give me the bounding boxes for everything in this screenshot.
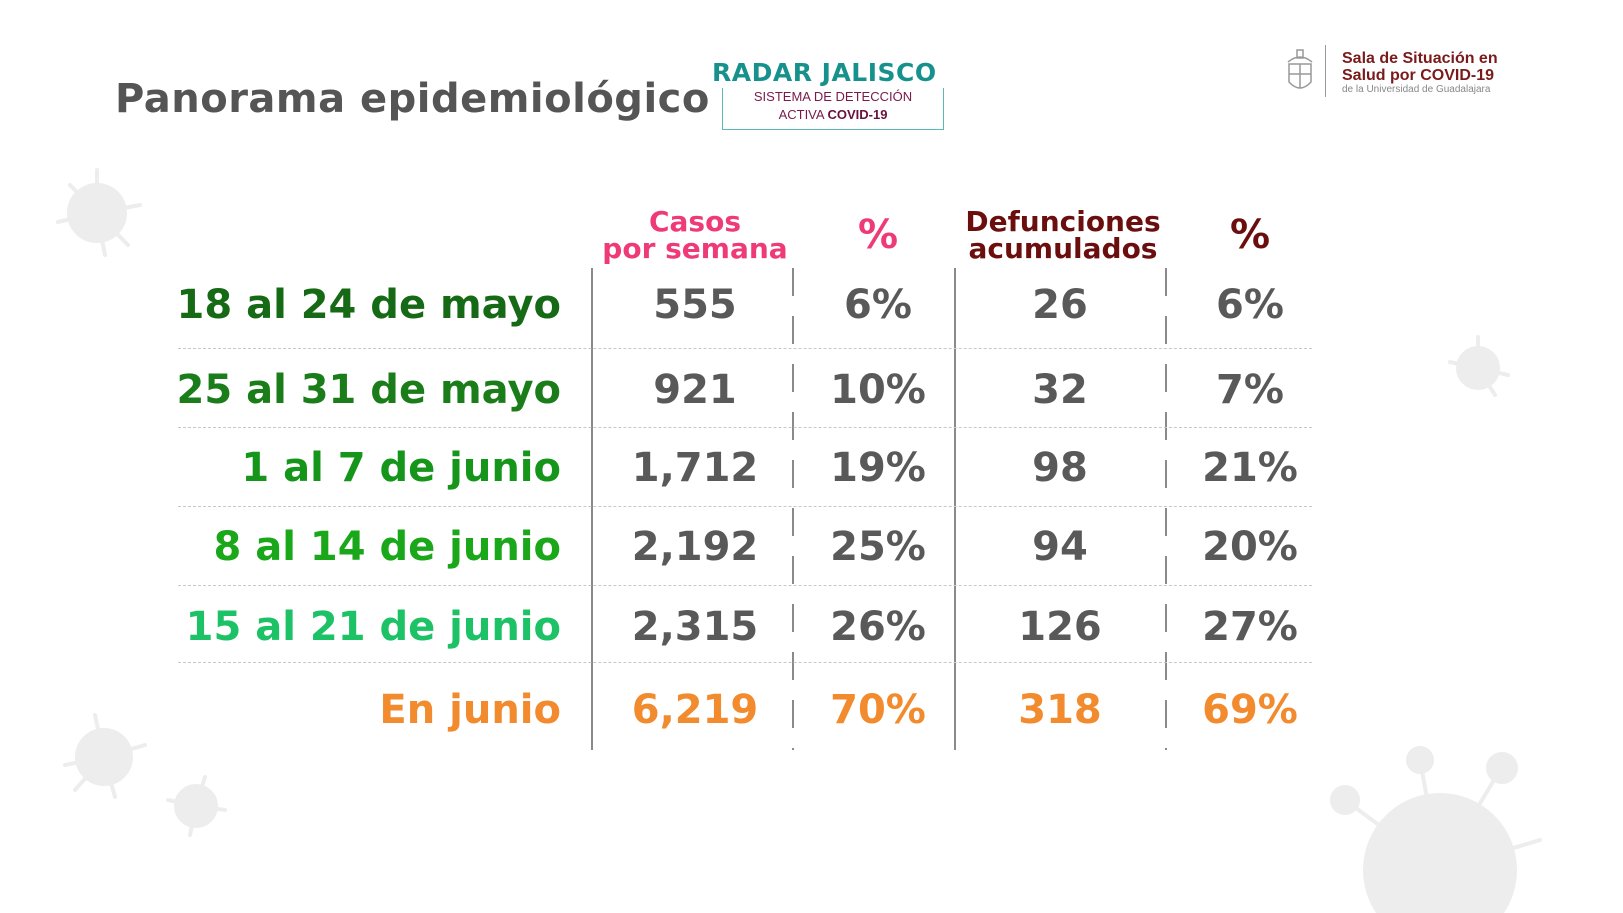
table-cell: 32 <box>1032 367 1088 413</box>
row-divider <box>178 585 1312 586</box>
column-divider <box>792 268 794 750</box>
header-line: acumulados <box>968 232 1158 265</box>
row-divider <box>178 348 1312 349</box>
table-cell: 27% <box>1202 604 1298 650</box>
radar-subtitle-line2: ACTIVA COVID-19 <box>723 106 943 124</box>
header-percent-deaths: % <box>1229 212 1271 258</box>
sala-situacion-logo: Sala de Situación en Salud por COVID-19 … <box>1342 50 1498 96</box>
header-casos-por-semana: Casos por semana <box>602 205 788 265</box>
column-divider <box>954 268 956 750</box>
table-cell: 126 <box>1018 604 1102 650</box>
table-cell: 2,315 <box>631 604 759 650</box>
udg-crest-icon <box>1287 49 1313 89</box>
table-cell: 6% <box>844 282 912 328</box>
table-cell: 21% <box>1202 445 1298 491</box>
sala-line1: Sala de Situación en <box>1342 50 1498 67</box>
table-cell: 69% <box>1202 687 1298 733</box>
header-line: Casos <box>648 205 742 238</box>
table-cell: 20% <box>1202 524 1298 570</box>
table-cell: 318 <box>1018 687 1102 733</box>
radar-subtitle-bold: COVID-19 <box>827 107 888 122</box>
header-line: Defunciones <box>965 205 1161 238</box>
table-cell: 98 <box>1032 445 1088 491</box>
table-cell: 555 <box>653 282 737 328</box>
logo-divider <box>1325 45 1326 97</box>
row-label: 15 al 21 de junio <box>185 604 561 650</box>
header-percent-cases: % <box>857 212 899 258</box>
header-defunciones-acumulados: Defunciones acumulados <box>965 205 1161 265</box>
table-cell: 25% <box>830 524 926 570</box>
table-cell: 94 <box>1032 524 1088 570</box>
column-divider <box>1165 268 1167 750</box>
table-cell: 26 <box>1032 282 1088 328</box>
table-cell: 6,219 <box>631 687 759 733</box>
table-cell: 2,192 <box>631 524 759 570</box>
row-label: En junio <box>379 687 561 733</box>
row-label: 1 al 7 de junio <box>241 445 561 491</box>
radar-jalisco-subtitle: SISTEMA DE DETECCIÓN ACTIVA COVID-19 <box>722 88 944 130</box>
table-cell: 26% <box>830 604 926 650</box>
table-cell: 10% <box>830 367 926 413</box>
row-divider <box>178 662 1312 663</box>
table-cell: 6% <box>1216 282 1284 328</box>
row-divider <box>178 427 1312 428</box>
page-title: Panorama epidemiológico <box>115 76 710 122</box>
row-label: 25 al 31 de mayo <box>176 367 562 413</box>
row-label: 8 al 14 de junio <box>213 524 561 570</box>
sala-line2: Salud por COVID-19 <box>1342 67 1495 84</box>
radar-subtitle-prefix: ACTIVA <box>778 107 824 122</box>
row-label: 18 al 24 de mayo <box>176 282 562 328</box>
table-cell: 7% <box>1216 367 1284 413</box>
column-divider <box>591 268 593 750</box>
table-cell: 70% <box>830 687 926 733</box>
row-divider <box>178 506 1312 507</box>
header-line: por semana <box>602 232 788 265</box>
table-cell: 921 <box>653 367 737 413</box>
table-cell: 19% <box>830 445 926 491</box>
radar-jalisco-logo: RADAR JALISCO <box>712 58 937 87</box>
table-cell: 1,712 <box>631 445 759 491</box>
radar-subtitle-line1: SISTEMA DE DETECCIÓN <box>753 89 913 104</box>
sala-line3: de la Universidad de Guadalajara <box>1342 84 1491 95</box>
